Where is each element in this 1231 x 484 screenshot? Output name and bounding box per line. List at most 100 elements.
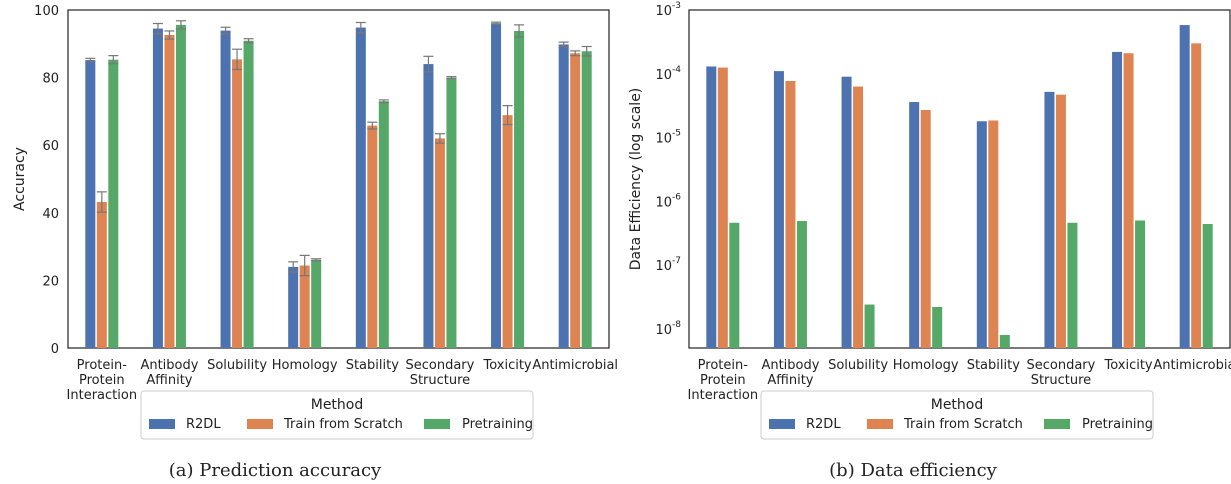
efficiency-legend-swatch-pretraining	[1044, 419, 1070, 429]
accuracy-legend-title: Method	[311, 397, 364, 413]
bar-r2dl-protein-protein-interaction	[85, 60, 96, 349]
accuracy-y-axis-label: Accuracy	[12, 147, 28, 211]
y-tick-label: 10-6	[655, 192, 681, 210]
accuracy-legend: Method R2DL Train from Scratch Pretraini…	[140, 390, 534, 440]
bar-pretraining-secondary-structure	[446, 77, 457, 348]
bar-pretraining-solubility	[243, 40, 254, 349]
y-tick-label: 40	[42, 207, 59, 222]
x-tick-label-antimicrobial: Antimicrobial	[1153, 358, 1231, 373]
x-tick-label-homology: Homology	[893, 358, 959, 373]
x-tick-label-solubility: Solubility	[828, 358, 888, 373]
bar-r2dl-solubility	[220, 30, 231, 348]
accuracy-legend-swatch-pretraining	[424, 419, 450, 429]
bar-scratch-homology	[299, 265, 310, 348]
y-tick-label: 10-7	[655, 256, 681, 274]
x-tick-label-homology: Homology	[272, 358, 338, 373]
y-tick-label: 10-8	[655, 320, 681, 338]
accuracy-bars	[85, 20, 592, 349]
bar-r2dl-stability	[355, 27, 366, 349]
y-tick-label: 100	[34, 4, 59, 19]
efficiency-legend-label-scratch: Train from Scratch	[903, 417, 1023, 432]
bar-scratch-homology	[920, 110, 931, 348]
efficiency-y-axis-label: Data Efficiency (log scale)	[628, 88, 644, 271]
y-tick-label: 0	[51, 342, 59, 357]
bar-r2dl-toxicity	[1112, 51, 1123, 348]
x-tick-label-secondary-structure: Secondary Structure	[1027, 358, 1096, 388]
bar-scratch-protein-protein-interaction	[96, 201, 107, 348]
bar-pretraining-protein-protein-interaction	[729, 222, 740, 348]
bar-r2dl-antimicrobial	[558, 44, 569, 348]
efficiency-legend-swatch-scratch	[867, 419, 893, 429]
x-tick-label-protein-protein-interaction: Protein-Protein Interaction	[67, 358, 138, 403]
x-tick-label-antimicrobial: Antimicrobial	[532, 358, 618, 373]
bar-pretraining-secondary-structure	[1067, 222, 1078, 348]
x-tick-label-toxicity: Toxicity	[482, 358, 531, 373]
bar-r2dl-toxicity	[491, 23, 502, 348]
bar-pretraining-protein-protein-interaction	[108, 59, 119, 348]
x-tick-label-solubility: Solubility	[207, 358, 267, 373]
y-tick-label: 60	[42, 139, 59, 154]
bar-scratch-protein-protein-interaction	[717, 67, 728, 348]
bar-scratch-antibody-affinity	[785, 80, 796, 348]
y-tick-label: 10-4	[655, 65, 681, 83]
bar-scratch-solubility	[232, 59, 243, 349]
bar-pretraining-stability	[378, 101, 389, 348]
bar-pretraining-stability	[999, 334, 1010, 348]
bar-r2dl-solubility	[841, 76, 852, 349]
x-tick-label-protein-protein-interaction: Protein-Protein Interaction	[688, 358, 759, 403]
bar-r2dl-antibody-affinity	[773, 71, 784, 348]
x-tick-label-secondary-structure: Secondary Structure	[406, 358, 475, 388]
accuracy-plot-frame	[67, 9, 610, 349]
bar-pretraining-toxicity	[1135, 220, 1146, 348]
x-tick-label-antibody-affinity: Antibody Affinity	[761, 358, 819, 388]
bar-scratch-secondary-structure	[1055, 94, 1066, 348]
efficiency-chart: 10-8 10-7 10-6 10-5 10-4 10-3 Protein-Protein…	[628, 1, 1231, 481]
accuracy-y-ticks: 0 20 40 60 80 100	[34, 4, 59, 357]
efficiency-legend-label-r2dl: R2DL	[806, 417, 841, 432]
bar-r2dl-secondary-structure	[1044, 91, 1055, 349]
efficiency-legend: Method R2DL Train from Scratch Pretraini…	[760, 390, 1154, 440]
accuracy-legend-swatch-r2dl	[149, 419, 175, 429]
bar-scratch-solubility	[853, 86, 864, 348]
bar-r2dl-stability	[976, 121, 987, 348]
bar-pretraining-antimicrobial	[1202, 224, 1213, 348]
bar-r2dl-protein-protein-interaction	[706, 66, 717, 348]
bar-pretraining-antibody-affinity	[175, 24, 186, 348]
y-tick-label: 20	[42, 274, 59, 289]
efficiency-y-ticks: 10-8 10-7 10-6 10-5 10-4 10-3	[655, 1, 681, 338]
bar-scratch-toxicity	[1123, 53, 1134, 349]
bar-r2dl-secondary-structure	[423, 64, 434, 348]
bar-r2dl-homology	[909, 102, 920, 348]
efficiency-caption: (b) Data efficiency	[829, 460, 998, 481]
bar-r2dl-homology	[288, 266, 299, 348]
bar-scratch-antimicrobial	[570, 53, 581, 348]
accuracy-legend-label-r2dl: R2DL	[186, 417, 221, 432]
bar-pretraining-toxicity	[514, 30, 525, 349]
efficiency-bars	[706, 25, 1213, 349]
efficiency-legend-label-pretraining: Pretraining	[1082, 417, 1153, 432]
efficiency-legend-swatch-r2dl	[769, 419, 795, 429]
bar-scratch-stability	[367, 125, 378, 348]
bar-scratch-antimicrobial	[1191, 43, 1202, 348]
y-tick-label: 10-3	[655, 1, 681, 19]
bar-r2dl-antibody-affinity	[152, 28, 163, 349]
bar-scratch-secondary-structure	[434, 138, 445, 348]
x-tick-label-stability: Stability	[967, 358, 1021, 373]
bar-pretraining-antimicrobial	[581, 51, 592, 349]
accuracy-legend-label-pretraining: Pretraining	[462, 417, 533, 432]
x-tick-label-stability: Stability	[346, 358, 400, 373]
y-tick-label: 80	[42, 72, 59, 87]
y-tick-label: 10-5	[655, 129, 681, 147]
accuracy-caption: (a) Prediction accuracy	[169, 460, 382, 481]
x-tick-label-antibody-affinity: Antibody Affinity	[140, 358, 198, 388]
bar-pretraining-antibody-affinity	[796, 221, 807, 348]
efficiency-legend-title: Method	[931, 397, 984, 413]
bar-pretraining-solubility	[864, 304, 875, 348]
x-tick-label-toxicity: Toxicity	[1103, 358, 1152, 373]
bar-scratch-antibody-affinity	[164, 35, 175, 349]
accuracy-legend-label-scratch: Train from Scratch	[283, 417, 403, 432]
